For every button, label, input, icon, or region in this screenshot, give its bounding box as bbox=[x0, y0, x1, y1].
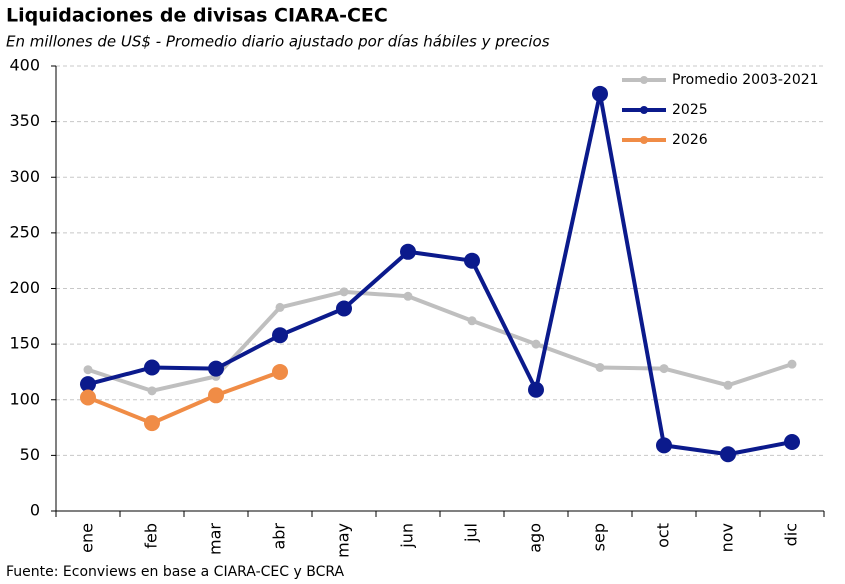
data-point bbox=[467, 316, 477, 326]
data-point bbox=[656, 437, 672, 454]
legend-marker bbox=[640, 76, 648, 84]
x-tick-label: abr bbox=[270, 523, 289, 550]
data-point bbox=[147, 386, 157, 396]
y-tick-label: 300 bbox=[9, 167, 40, 186]
y-tick-label: 0 bbox=[30, 501, 40, 520]
x-tick-label: nov bbox=[718, 523, 737, 552]
series-line bbox=[87, 289, 793, 393]
y-tick-label: 150 bbox=[9, 334, 40, 353]
legend-marker bbox=[640, 106, 648, 114]
y-tick-label: 200 bbox=[9, 278, 40, 297]
x-tick-label: ene bbox=[78, 523, 97, 553]
x-tick-label: jun bbox=[398, 523, 417, 549]
series-line bbox=[87, 370, 281, 426]
x-tick-label: oct bbox=[654, 523, 673, 548]
x-tick-label: feb bbox=[142, 523, 161, 549]
data-point bbox=[403, 291, 413, 301]
legend-label: 2025 bbox=[672, 102, 708, 118]
x-tick-label: dic bbox=[782, 523, 801, 546]
series-line bbox=[87, 91, 793, 457]
data-point bbox=[659, 364, 669, 374]
data-point bbox=[275, 302, 285, 312]
data-point bbox=[144, 359, 160, 376]
x-tick-label: may bbox=[334, 523, 353, 558]
data-point bbox=[400, 243, 416, 260]
data-point bbox=[723, 380, 733, 390]
data-point bbox=[80, 389, 96, 406]
data-point bbox=[720, 446, 736, 463]
data-point bbox=[592, 85, 608, 102]
chart-subtitle: En millones de US$ - Promedio diario aju… bbox=[6, 33, 550, 51]
data-point bbox=[464, 252, 480, 269]
chart-title: Liquidaciones de divisas CIARA-CEC bbox=[6, 5, 388, 27]
data-point bbox=[339, 287, 349, 297]
data-point bbox=[272, 327, 288, 344]
data-point bbox=[787, 359, 797, 369]
y-tick-label: 50 bbox=[20, 445, 40, 464]
y-tick-label: 400 bbox=[9, 56, 40, 75]
data-point bbox=[272, 363, 288, 380]
data-point bbox=[208, 387, 224, 404]
y-tick-label: 250 bbox=[9, 222, 40, 241]
y-tick-label: 350 bbox=[9, 111, 40, 130]
legend-label: 2026 bbox=[672, 132, 708, 148]
data-point bbox=[83, 365, 93, 375]
data-point bbox=[528, 381, 544, 398]
data-point bbox=[784, 434, 800, 451]
data-point bbox=[531, 339, 541, 349]
data-point bbox=[80, 376, 96, 393]
data-point bbox=[336, 300, 352, 317]
data-point bbox=[595, 362, 605, 372]
x-tick-label: ago bbox=[526, 523, 545, 553]
legend-marker bbox=[640, 136, 648, 144]
x-tick-label: sep bbox=[590, 523, 609, 551]
data-point bbox=[208, 360, 224, 377]
legend-label: Promedio 2003-2021 bbox=[672, 72, 819, 88]
y-tick-label: 100 bbox=[9, 389, 40, 408]
data-point bbox=[144, 415, 160, 432]
x-tick-label: mar bbox=[206, 523, 225, 555]
source: Fuente: Econviews en base a CIARA-CEC y … bbox=[6, 564, 345, 580]
x-tick-label: jul bbox=[462, 523, 481, 543]
